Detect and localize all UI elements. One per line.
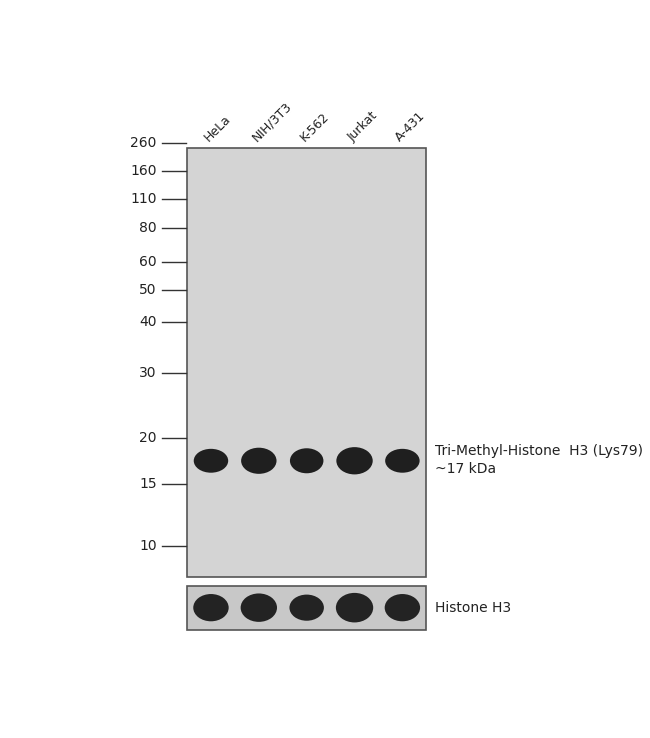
Text: Tri-Methyl-Histone  H3 (Lys79): Tri-Methyl-Histone H3 (Lys79) xyxy=(436,444,644,458)
Text: 40: 40 xyxy=(139,314,157,328)
Ellipse shape xyxy=(240,593,277,622)
Bar xyxy=(187,586,426,630)
Text: A-431: A-431 xyxy=(393,108,428,144)
Ellipse shape xyxy=(336,447,372,475)
Ellipse shape xyxy=(385,594,420,621)
Text: 80: 80 xyxy=(139,221,157,235)
Text: 15: 15 xyxy=(139,477,157,491)
Text: Jurkat: Jurkat xyxy=(345,109,380,144)
Text: 260: 260 xyxy=(131,136,157,150)
Text: 20: 20 xyxy=(139,431,157,445)
Text: K-562: K-562 xyxy=(298,110,332,144)
Ellipse shape xyxy=(289,595,324,621)
Ellipse shape xyxy=(194,449,228,473)
Text: Histone H3: Histone H3 xyxy=(436,601,512,615)
Text: HeLa: HeLa xyxy=(202,112,233,144)
Text: NIH/3T3: NIH/3T3 xyxy=(250,99,294,144)
Ellipse shape xyxy=(385,449,420,473)
Text: 30: 30 xyxy=(139,366,157,379)
Text: 110: 110 xyxy=(130,193,157,207)
Text: 160: 160 xyxy=(130,164,157,178)
Ellipse shape xyxy=(336,593,373,622)
Text: 60: 60 xyxy=(139,255,157,269)
Text: 10: 10 xyxy=(139,539,157,553)
Text: ~17 kDa: ~17 kDa xyxy=(436,462,497,476)
Bar xyxy=(187,148,426,577)
Ellipse shape xyxy=(193,594,229,621)
Text: 50: 50 xyxy=(139,283,157,297)
Ellipse shape xyxy=(241,448,276,474)
Ellipse shape xyxy=(290,448,324,473)
